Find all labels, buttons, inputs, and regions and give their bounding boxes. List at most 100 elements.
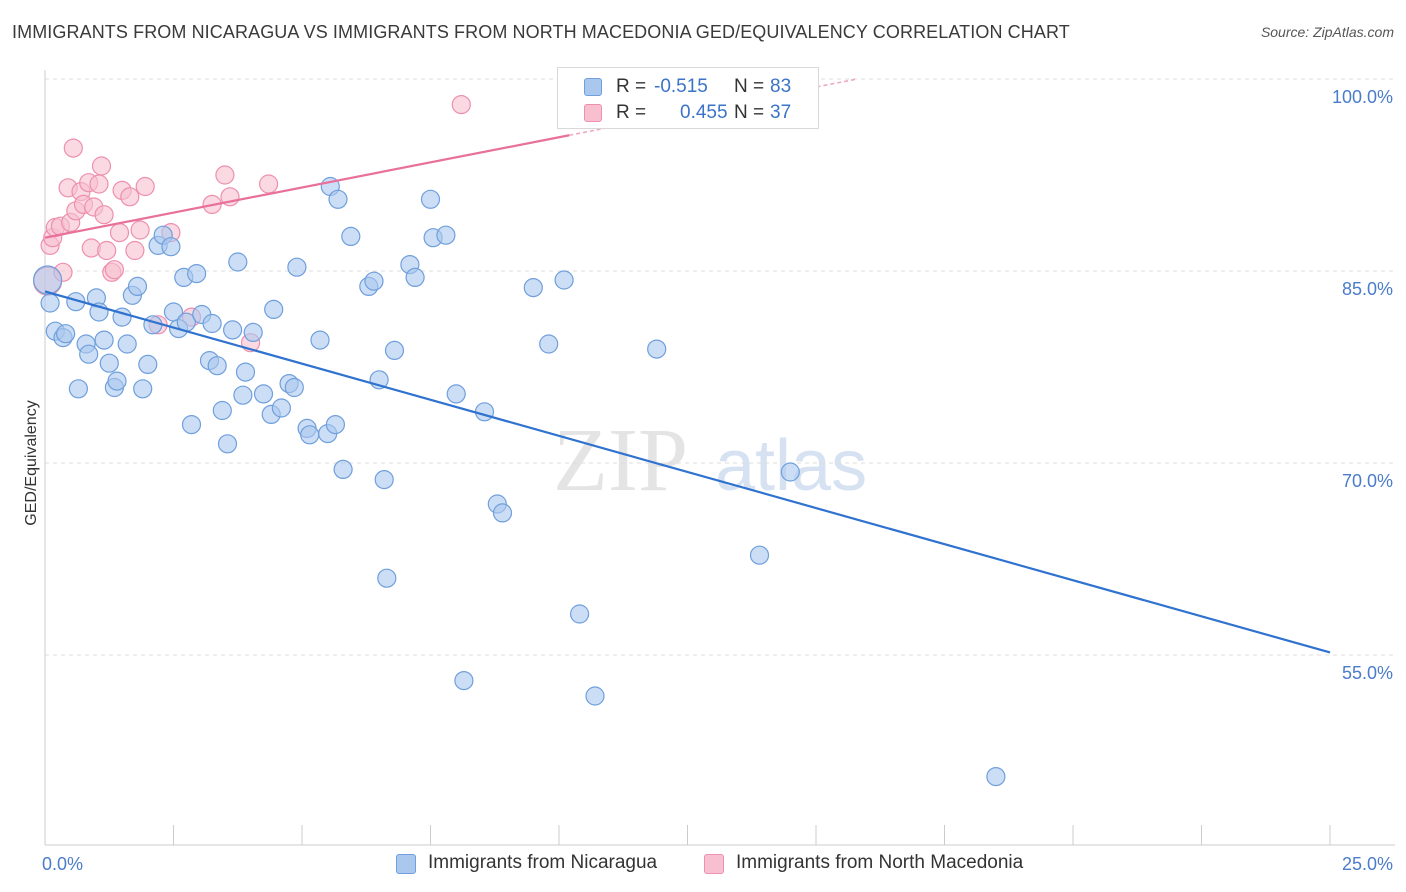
- nicaragua-point: [325, 415, 345, 435]
- nicaragua-point: [207, 356, 227, 376]
- north-macedonia-legend-swatch: [704, 854, 724, 874]
- nicaragua-point: [436, 225, 456, 245]
- nicaragua-legend-swatch: [396, 854, 416, 874]
- nicaragua-point: [264, 299, 284, 319]
- stats-legend: R = -0.515 N = 83 R = 0.455 N = 37: [557, 67, 819, 129]
- nicaragua-point: [749, 545, 770, 565]
- r-label: R =: [616, 76, 647, 97]
- nicaragua-point: [143, 315, 163, 335]
- nicaragua-point: [107, 371, 127, 391]
- nicaragua-point: [161, 237, 181, 257]
- nicaragua-point: [271, 398, 291, 418]
- nicaragua-point: [187, 264, 207, 284]
- nicaragua-point: [117, 334, 137, 354]
- n-label: N =: [734, 76, 765, 97]
- nicaragua-point: [99, 353, 119, 373]
- nicaragua-point: [79, 344, 99, 364]
- nicaragua-point: [40, 293, 60, 313]
- nicaragua-point: [243, 322, 263, 342]
- north-macedonia-point: [109, 223, 130, 243]
- y-tick-label: 85.0%: [1342, 279, 1393, 299]
- nicaragua-point: [287, 257, 307, 277]
- nicaragua-point: [341, 226, 361, 246]
- n-label: N =: [734, 102, 765, 123]
- north-macedonia-trend-line: [44, 134, 570, 239]
- nicaragua-point: [364, 271, 384, 291]
- chart-title: IMMIGRANTS FROM NICARAGUA VS IMMIGRANTS …: [12, 22, 1070, 42]
- nicaragua-point: [554, 270, 574, 290]
- north-macedonia-point: [135, 176, 155, 197]
- north-macedonia-point: [89, 174, 109, 194]
- nicaragua-point: [233, 385, 253, 405]
- nicaragua-point: [94, 330, 114, 350]
- y-tick-label: 55.0%: [1342, 663, 1393, 683]
- tick-labels: 55.0% 70.0% 85.0% 100.0% 0.0% 25.0%: [42, 87, 1393, 874]
- nicaragua-point: [780, 462, 800, 482]
- north-macedonia-point: [91, 156, 112, 176]
- watermark-zip: ZIP: [553, 411, 688, 510]
- nicaragua-point: [217, 434, 238, 454]
- nicaragua-point: [377, 568, 397, 588]
- nicaragua-point: [223, 320, 243, 340]
- nicaragua-swatch: [584, 78, 602, 96]
- nicaragua-point: [474, 402, 495, 422]
- y-tick-label: 70.0%: [1342, 471, 1393, 491]
- north-macedonia-point: [259, 174, 279, 194]
- nicaragua-point: [235, 362, 256, 382]
- nicaragua-point: [454, 670, 474, 691]
- y-axis-label: GED/Equivalency: [23, 400, 40, 525]
- nicaragua-point: [333, 459, 353, 479]
- legend-label: Immigrants from Nicaragua: [428, 852, 658, 873]
- nicaragua-point: [585, 686, 605, 706]
- nicaragua-point: [446, 384, 466, 404]
- nicaragua-point: [523, 278, 543, 298]
- nicaragua-point: [405, 267, 425, 287]
- north-macedonia-point: [94, 205, 114, 225]
- nicaragua-point: [569, 604, 590, 624]
- north-macedonia-point: [125, 240, 145, 261]
- source-credit: Source: ZipAtlas.com: [1260, 24, 1394, 40]
- north-macedonia-point: [130, 220, 150, 240]
- nicaragua-point: [181, 415, 202, 435]
- nicaragua-point: [253, 384, 274, 404]
- x-tick-label: 25.0%: [1342, 854, 1393, 874]
- nicaragua-point: [212, 400, 232, 421]
- nicaragua-point: [492, 503, 513, 523]
- nicaragua-point: [986, 766, 1006, 787]
- nicaragua-point: [374, 470, 394, 490]
- nicaragua-point: [310, 330, 330, 350]
- nicaragua-point: [284, 377, 304, 398]
- nicaragua-point: [420, 189, 441, 209]
- nicaragua-point: [384, 340, 405, 360]
- nicaragua-trend-line: [44, 290, 1331, 654]
- r-label: R =: [616, 102, 647, 123]
- north-macedonia-point: [104, 260, 125, 280]
- r-value: 0.455: [680, 102, 728, 123]
- trend-lines: [44, 78, 1331, 654]
- nicaragua-point: [133, 379, 153, 399]
- axes: [44, 70, 1395, 846]
- n-value: 83: [770, 76, 792, 97]
- nicaragua-point: [300, 425, 320, 445]
- north-macedonia-point: [63, 138, 83, 158]
- nicaragua-point: [647, 339, 667, 359]
- x-tick-label: 0.0%: [42, 854, 83, 874]
- n-value: 37: [770, 102, 792, 123]
- north-macedonia-point: [451, 94, 471, 115]
- r-value: -0.515: [654, 76, 708, 97]
- nicaragua-point: [539, 334, 559, 354]
- nicaragua-point: [202, 313, 222, 334]
- series-nicaragua-points: [32, 176, 1006, 787]
- nicaragua-point: [127, 276, 148, 296]
- nicaragua-point: [68, 379, 89, 399]
- north-macedonia-point: [120, 187, 140, 207]
- nicaragua-point: [328, 189, 348, 209]
- watermark: ZIP atlas: [553, 411, 867, 510]
- north-macedonia-swatch: [584, 104, 602, 122]
- north-macedonia-point: [215, 165, 235, 185]
- legend-label: Immigrants from North Macedonia: [736, 852, 1024, 873]
- nicaragua-point: [55, 324, 76, 344]
- north-macedonia-point: [97, 240, 117, 261]
- nicaragua-point: [228, 252, 248, 272]
